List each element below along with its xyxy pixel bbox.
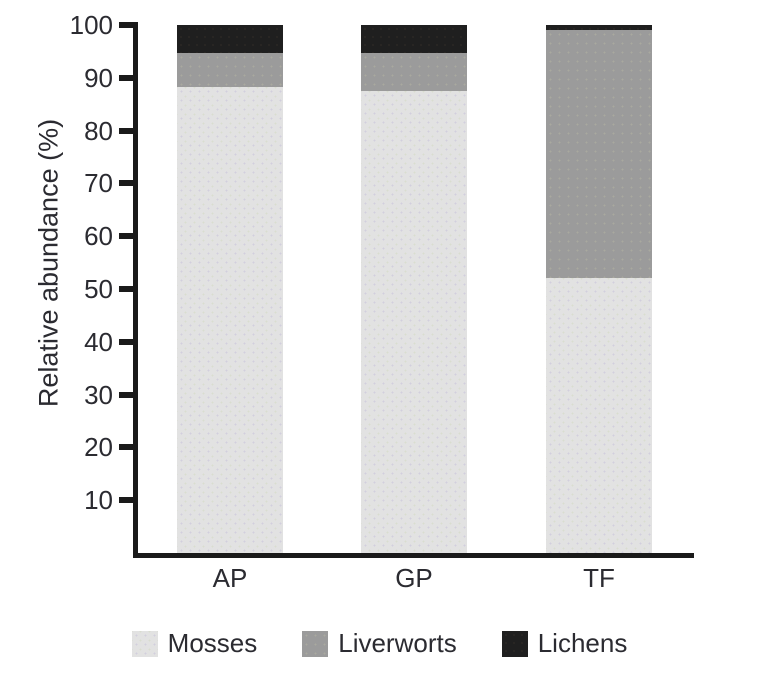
y-tick-label: 40 [84,327,113,357]
y-tick-40 [119,339,133,345]
legend-label: Lichens [537,628,628,658]
legend-label: Mosses [167,628,258,658]
segment-AP-lichens [177,25,283,53]
bar-AP [177,25,283,553]
legend: Mosses Liverworts Lichens [0,628,759,659]
y-tick-20 [119,444,133,450]
y-tick-label: 80 [84,116,113,146]
legend-swatch-liverworts [302,630,329,657]
y-axis-line [133,22,138,558]
segment-AP-mosses [177,86,283,553]
y-tick-80 [119,128,133,134]
legend-item-lichens: Lichens [501,628,628,659]
y-tick-label: 70 [84,168,113,198]
segment-AP-liverworts [177,53,283,87]
x-label-TF: TF [583,563,615,593]
y-tick-label: 100 [69,10,113,40]
y-tick-label: 50 [84,274,113,304]
bar-GP [361,25,467,553]
segment-TF-liverworts [546,30,652,279]
y-tick-60 [119,233,133,239]
x-label-GP: GP [395,563,433,593]
segment-GP-mosses [361,91,467,553]
segment-GP-lichens [361,25,467,53]
y-tick-30 [119,392,133,398]
segment-TF-lichens [546,25,652,31]
y-tick-100 [119,22,133,28]
x-label-AP: AP [212,563,248,593]
y-tick-10 [119,497,133,503]
y-tick-90 [119,75,133,81]
y-tick-label: 30 [84,380,113,410]
y-tick-label: 90 [84,63,113,93]
legend-swatch-lichens [501,630,528,657]
segment-TF-mosses [546,278,652,553]
legend-label: Liverworts [338,628,457,658]
y-tick-50 [119,286,133,292]
legend-item-liverworts: Liverworts [302,628,457,659]
y-tick-label: 10 [84,485,113,515]
bar-TF [546,25,652,553]
x-axis-line [133,553,694,558]
y-tick-70 [119,180,133,186]
y-axis-title: Relative abundance (%) [33,118,64,408]
legend-swatch-mosses [131,630,158,657]
legend-item-mosses: Mosses [131,628,258,659]
y-tick-label: 20 [84,432,113,462]
segment-GP-liverworts [361,53,467,91]
y-tick-label: 60 [84,221,113,251]
